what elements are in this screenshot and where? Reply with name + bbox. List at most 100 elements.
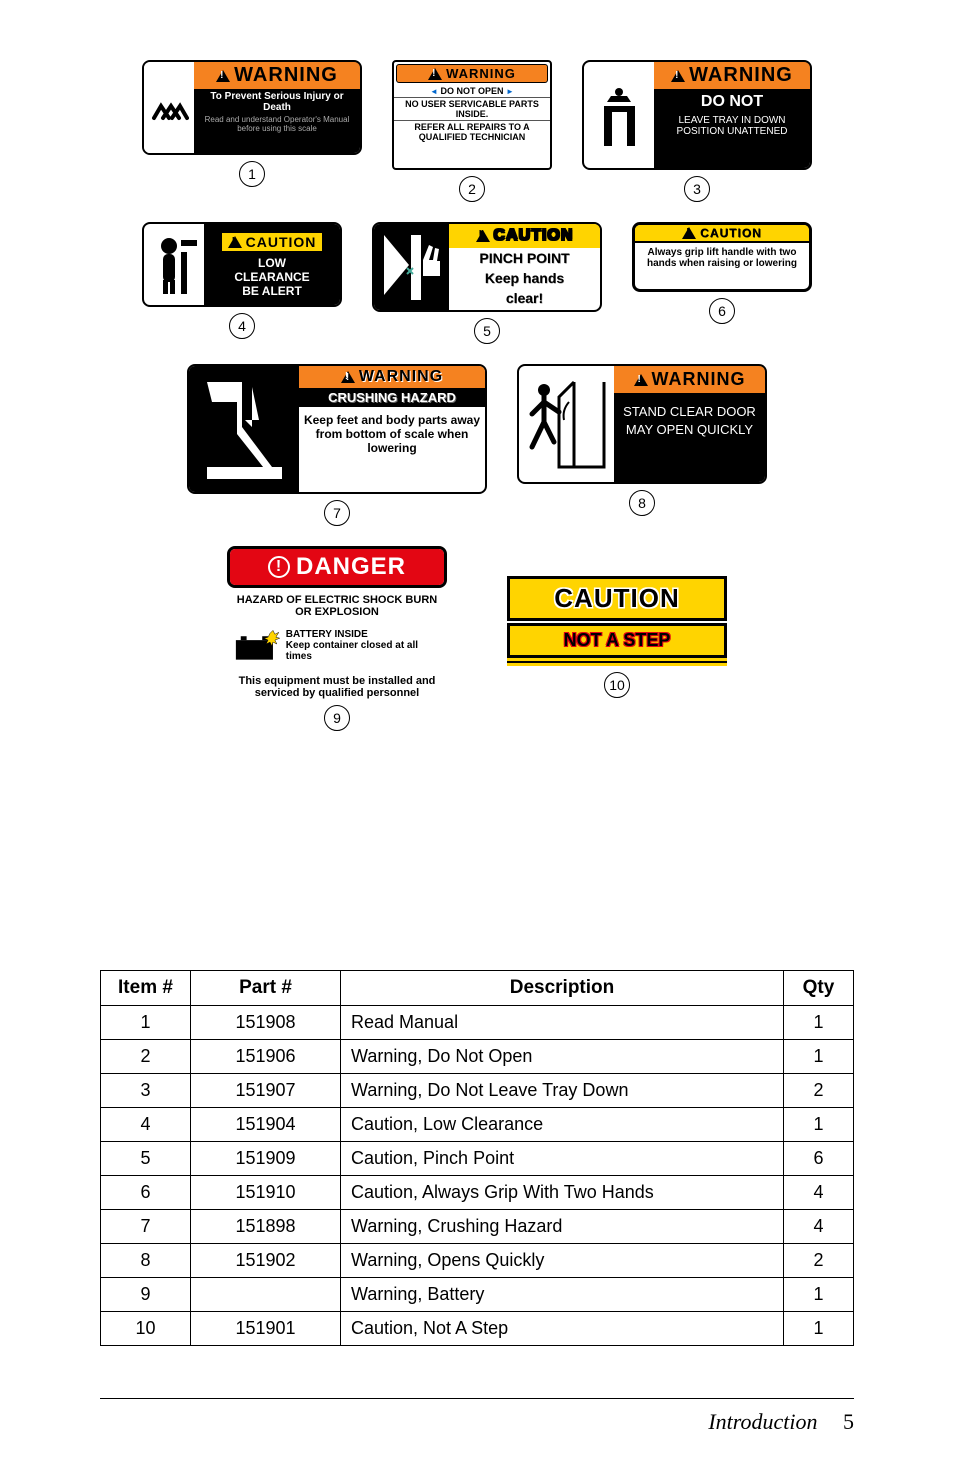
battery-icon: [231, 628, 280, 663]
cell-part: 151910: [191, 1176, 341, 1210]
label-8: WARNING STAND CLEAR DOOR MAY OPEN QUICKL…: [517, 364, 767, 516]
label-number-5: 5: [474, 318, 500, 344]
cell-desc: Caution, Low Clearance: [341, 1108, 784, 1142]
table-row: 4151904Caution, Low Clearance1: [101, 1108, 854, 1142]
manual-icon: [149, 88, 189, 128]
cell-part: 151902: [191, 1244, 341, 1278]
label-3: WARNING DO NOT LEAVE TRAY IN DOWN POSITI…: [582, 60, 812, 202]
cell-item: 6: [101, 1176, 191, 1210]
cell-qty: 1: [784, 1040, 854, 1074]
cell-desc: Warning, Battery: [341, 1278, 784, 1312]
label-number-2: 2: [459, 176, 485, 202]
cell-item: 3: [101, 1074, 191, 1108]
cell-part: [191, 1278, 341, 1312]
label-9-header: DANGER: [296, 553, 406, 581]
cell-qty: 1: [784, 1312, 854, 1346]
label-1-small: Read and understand Operator's Manual be…: [194, 115, 360, 133]
label-4: CAUTION LOW CLEARANCE BE ALERT 4: [142, 222, 342, 339]
label-3-header: WARNING: [689, 64, 793, 87]
cell-desc: Caution, Always Grip With Two Hands: [341, 1176, 784, 1210]
cell-item: 1: [101, 1006, 191, 1040]
table-row: 6151910Caution, Always Grip With Two Han…: [101, 1176, 854, 1210]
tray-icon: [592, 80, 647, 150]
label-4-header: CAUTION: [246, 234, 317, 250]
cell-desc: Caution, Pinch Point: [341, 1142, 784, 1176]
th-part: Part #: [191, 971, 341, 1006]
label-number-8: 8: [629, 490, 655, 516]
label-9-foot: This equipment must be installed and ser…: [227, 667, 447, 699]
page-footer: Introduction 5: [100, 1398, 854, 1435]
label-5-t2: Keep hands: [449, 268, 600, 288]
th-item: Item #: [101, 971, 191, 1006]
label-row-4: !DANGER HAZARD OF ELECTRIC SHOCK BURN OR…: [100, 546, 854, 731]
label-8-header: WARNING: [652, 369, 746, 390]
safety-labels-area: WARNING To Prevent Serious Injury or Dea…: [100, 60, 854, 960]
cell-part: 151909: [191, 1142, 341, 1176]
parts-table: Item # Part # Description Qty 1151908Rea…: [100, 970, 854, 1346]
cell-part: 151906: [191, 1040, 341, 1074]
cell-qty: 1: [784, 1006, 854, 1040]
label-number-3: 3: [684, 176, 710, 202]
table-row: 1151908Read Manual1: [101, 1006, 854, 1040]
label-number-1: 1: [239, 161, 265, 187]
cell-desc: Read Manual: [341, 1006, 784, 1040]
label-10: CAUTION NOT A STEP 10: [507, 576, 727, 698]
cell-part: 151901: [191, 1312, 341, 1346]
cell-desc: Warning, Do Not Open: [341, 1040, 784, 1074]
cell-desc: Warning, Opens Quickly: [341, 1244, 784, 1278]
cell-part: 151898: [191, 1210, 341, 1244]
label-number-6: 6: [709, 298, 735, 324]
footer-section: Introduction: [708, 1409, 817, 1434]
label-number-7: 7: [324, 500, 350, 526]
label-1: WARNING To Prevent Serious Injury or Dea…: [142, 60, 362, 187]
table-row: 3151907Warning, Do Not Leave Tray Down2: [101, 1074, 854, 1108]
label-4-t2: CLEARANCE: [234, 270, 309, 284]
cell-item: 10: [101, 1312, 191, 1346]
label-8-t: STAND CLEAR DOOR MAY OPEN QUICKLY: [614, 393, 765, 449]
label-4-t1: LOW: [258, 256, 286, 270]
label-2-l1: DO NOT OPEN: [440, 86, 503, 96]
label-1-sub: To Prevent Serious Injury or Death: [194, 89, 360, 115]
label-row-3: WARNING CRUSHING HAZARD Keep feet and bo…: [100, 364, 854, 526]
cell-qty: 1: [784, 1278, 854, 1312]
pinch-point-icon: [379, 230, 444, 305]
cell-item: 4: [101, 1108, 191, 1142]
cell-item: 9: [101, 1278, 191, 1312]
person-clearance-icon: [149, 232, 199, 297]
label-9-bat2: Keep container closed at all times: [286, 640, 443, 662]
door-open-icon: [524, 372, 609, 477]
cell-item: 5: [101, 1142, 191, 1176]
table-row: 5151909Caution, Pinch Point6: [101, 1142, 854, 1176]
label-5: CAUTION PINCH POINT Keep hands clear! 5: [372, 222, 602, 344]
label-1-header: WARNING: [234, 64, 338, 87]
label-3-donot: DO NOT: [654, 89, 810, 115]
label-number-4: 4: [229, 313, 255, 339]
label-7-t: Keep feet and body parts away from botto…: [299, 407, 485, 461]
label-5-t3: clear!: [449, 288, 600, 308]
table-row: 8151902Warning, Opens Quickly2: [101, 1244, 854, 1278]
label-9: !DANGER HAZARD OF ELECTRIC SHOCK BURN OR…: [227, 546, 447, 731]
label-10-header: CAUTION: [510, 579, 724, 618]
cell-qty: 1: [784, 1108, 854, 1142]
label-9-bat1: BATTERY INSIDE: [286, 629, 443, 640]
cell-qty: 4: [784, 1176, 854, 1210]
table-row: 9 Warning, Battery1: [101, 1278, 854, 1312]
cell-qty: 6: [784, 1142, 854, 1176]
cell-desc: Warning, Crushing Hazard: [341, 1210, 784, 1244]
table-header-row: Item # Part # Description Qty: [101, 971, 854, 1006]
cell-desc: Warning, Do Not Leave Tray Down: [341, 1074, 784, 1108]
th-desc: Description: [341, 971, 784, 1006]
cell-part: 151904: [191, 1108, 341, 1142]
table-row: 10151901Caution, Not A Step1: [101, 1312, 854, 1346]
th-qty: Qty: [784, 971, 854, 1006]
table-row: 2151906Warning, Do Not Open1: [101, 1040, 854, 1074]
label-2-l2: NO USER SERVICABLE PARTS INSIDE.: [394, 98, 550, 121]
cell-item: 8: [101, 1244, 191, 1278]
cell-qty: 4: [784, 1210, 854, 1244]
table-row: 7151898Warning, Crushing Hazard4: [101, 1210, 854, 1244]
label-number-9: 9: [324, 705, 350, 731]
label-7-sub: CRUSHING HAZARD: [299, 388, 485, 407]
label-number-10: 10: [604, 672, 630, 698]
label-2-l3: REFER ALL REPAIRS TO A QUALIFIED TECHNIC…: [394, 121, 550, 143]
cell-part: 151907: [191, 1074, 341, 1108]
